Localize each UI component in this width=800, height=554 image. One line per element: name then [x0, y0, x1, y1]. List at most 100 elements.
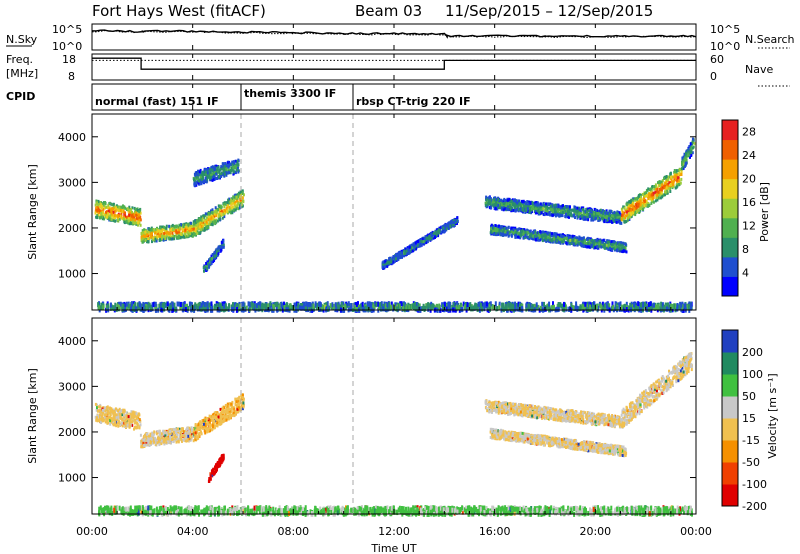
scatter-point: [213, 212, 216, 216]
scatter-point: [417, 240, 419, 243]
scatter-point: [172, 228, 174, 231]
scatter-point: [214, 257, 217, 260]
scatter-point: [650, 195, 653, 199]
scatter-point: [560, 237, 563, 241]
cpid-mode-themis: themis 3300 IF: [244, 87, 336, 100]
scatter-point: [220, 171, 223, 175]
scatter-point: [585, 241, 588, 245]
scatter-point: [118, 217, 121, 221]
scatter-point: [227, 204, 230, 208]
scatter-point: [650, 187, 653, 191]
scatter-point: [173, 237, 176, 241]
scatter-point: [631, 198, 634, 202]
scatter-point: [680, 170, 683, 173]
scatter-point: [171, 223, 174, 227]
scatter-point: [666, 188, 669, 192]
scatter-point: [202, 226, 205, 230]
scatter-point: [672, 175, 675, 179]
scatter-point: [691, 146, 694, 150]
scatter-point: [209, 172, 212, 176]
scatter-point: [387, 261, 390, 265]
scatter-point: [132, 218, 135, 222]
scatter-point: [501, 199, 504, 203]
scatter-point: [213, 254, 216, 258]
scatter-point: [490, 223, 493, 227]
scatter-point: [493, 198, 496, 202]
scatter-point: [173, 227, 176, 231]
scatter-point: [616, 241, 619, 245]
scatter-point: [206, 212, 209, 216]
scatter-point: [656, 193, 659, 197]
freq-left-tick-high: 18: [62, 53, 76, 66]
scatter-point: [145, 233, 148, 237]
scatter-point: [675, 171, 678, 175]
scatter-point: [659, 180, 661, 184]
scatter-point: [666, 178, 669, 181]
scatter-point: [144, 238, 147, 242]
scatter-point: [178, 224, 181, 228]
scatter-point: [570, 214, 573, 218]
scatter-point: [562, 238, 565, 242]
scatter-point: [215, 254, 218, 258]
scatter-point: [523, 236, 526, 240]
scatter-point: [539, 206, 542, 210]
scatter-point: [162, 238, 165, 242]
scatter-point: [564, 211, 567, 215]
scatter-point: [113, 219, 115, 223]
scatter-point: [236, 199, 239, 203]
scatter-point: [451, 221, 454, 224]
scatter-point: [576, 243, 579, 247]
scatter-point: [649, 192, 652, 196]
scatter-point: [672, 179, 675, 183]
scatter-point: [200, 224, 203, 228]
scatter-point: [402, 253, 405, 257]
scatter-point: [526, 207, 529, 211]
scatter-point: [574, 306, 577, 311]
scatter-point: [443, 230, 446, 234]
scatter-point: [180, 223, 182, 227]
scatter-point: [199, 231, 202, 235]
noise-right-tick-low: 10^0: [710, 40, 740, 53]
scatter-point: [512, 228, 515, 232]
scatter-point: [211, 208, 214, 212]
scatter-point: [123, 217, 126, 221]
scatter-point: [202, 172, 205, 176]
scatter-point: [559, 212, 562, 216]
scatter-point: [552, 233, 555, 237]
scatter-point: [114, 216, 117, 219]
scatter-point: [596, 216, 599, 220]
scatter-point: [191, 233, 194, 237]
scatter-point: [94, 203, 97, 207]
scatter-point: [97, 203, 100, 207]
scatter-point: [99, 203, 102, 206]
scatter-point: [230, 209, 233, 213]
freq-line: [92, 57, 696, 70]
scatter-point: [197, 181, 200, 185]
scatter-point: [683, 152, 686, 156]
scatter-point: [220, 209, 223, 213]
scatter-point: [205, 167, 208, 171]
scatter-point: [636, 210, 638, 214]
scatter-point: [213, 177, 216, 181]
scatter-point: [637, 208, 640, 212]
scatter-point: [385, 262, 388, 266]
scatter-point: [159, 226, 162, 230]
scatter-point: [114, 219, 117, 223]
noise-left-tick-high: 10^5: [52, 23, 82, 36]
scatter-point: [200, 215, 203, 219]
scatter-point: [234, 159, 237, 163]
scatter-point: [495, 197, 498, 201]
scatter-point: [612, 218, 615, 222]
scatter-point: [637, 202, 640, 206]
scatter-point: [549, 240, 552, 244]
scatter-point: [669, 172, 672, 176]
scatter-point: [586, 236, 589, 240]
scatter-point: [195, 175, 198, 179]
scatter-point: [125, 219, 128, 223]
scatter-point: [223, 215, 226, 219]
scatter-point: [131, 206, 134, 210]
scatter-point: [384, 260, 387, 264]
scatter-point: [664, 182, 667, 186]
scatter-point: [198, 170, 201, 174]
scatter-point: [604, 241, 607, 245]
